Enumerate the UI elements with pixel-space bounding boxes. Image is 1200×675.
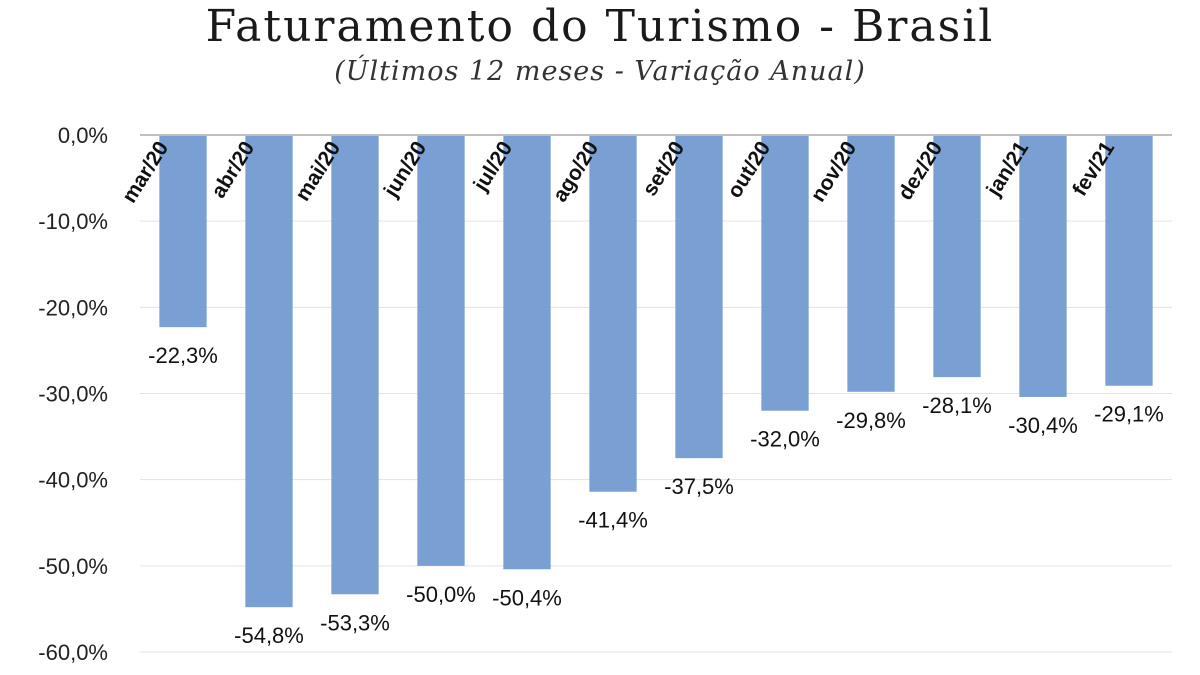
label-layer: mar/20-22,3%abr/20-54,8%mai/20-53,3%jun/… — [118, 137, 1164, 648]
y-tick-label: 0,0% — [58, 123, 108, 148]
data-label: -54,8% — [234, 623, 304, 648]
data-label: -53,3% — [320, 610, 390, 635]
y-tick-label: -50,0% — [38, 554, 108, 579]
grid-layer — [140, 220, 1172, 653]
data-label: -50,0% — [406, 582, 476, 607]
data-label: -29,8% — [836, 408, 906, 433]
bar — [159, 135, 207, 328]
bar — [1019, 135, 1067, 397]
bar — [245, 135, 293, 608]
data-label: -22,3% — [148, 343, 218, 368]
y-tick-label: -30,0% — [38, 382, 108, 407]
bar — [1105, 135, 1153, 386]
bar — [331, 135, 379, 595]
y-tick-label: -10,0% — [38, 209, 108, 234]
data-label: -41,4% — [578, 508, 648, 533]
data-label: -29,1% — [1094, 402, 1164, 427]
y-tick-label: -60,0% — [38, 640, 108, 665]
data-label: -37,5% — [664, 474, 734, 499]
data-label: -32,0% — [750, 427, 820, 452]
chart-subtitle: (Últimos 12 meses - Variação Anual) — [334, 56, 866, 87]
bar — [589, 135, 637, 492]
chart-title: Faturamento do Turismo - Brasil — [205, 1, 995, 52]
y-tick-label: -40,0% — [38, 468, 108, 493]
axis-layer: 0,0% -10,0% -20,0% -30,0% -40,0% -50,0% -60,0% — [38, 123, 1172, 665]
y-tick-label: -20,0% — [38, 295, 108, 320]
bar — [503, 135, 551, 570]
data-label: -50,4% — [492, 585, 562, 610]
bar-layer — [159, 135, 1153, 608]
bar — [933, 135, 981, 378]
data-label: -28,1% — [922, 393, 992, 418]
bar — [417, 135, 465, 566]
bar — [761, 135, 809, 411]
bar — [675, 135, 723, 459]
bar — [847, 135, 895, 392]
data-label: -30,4% — [1008, 413, 1078, 438]
